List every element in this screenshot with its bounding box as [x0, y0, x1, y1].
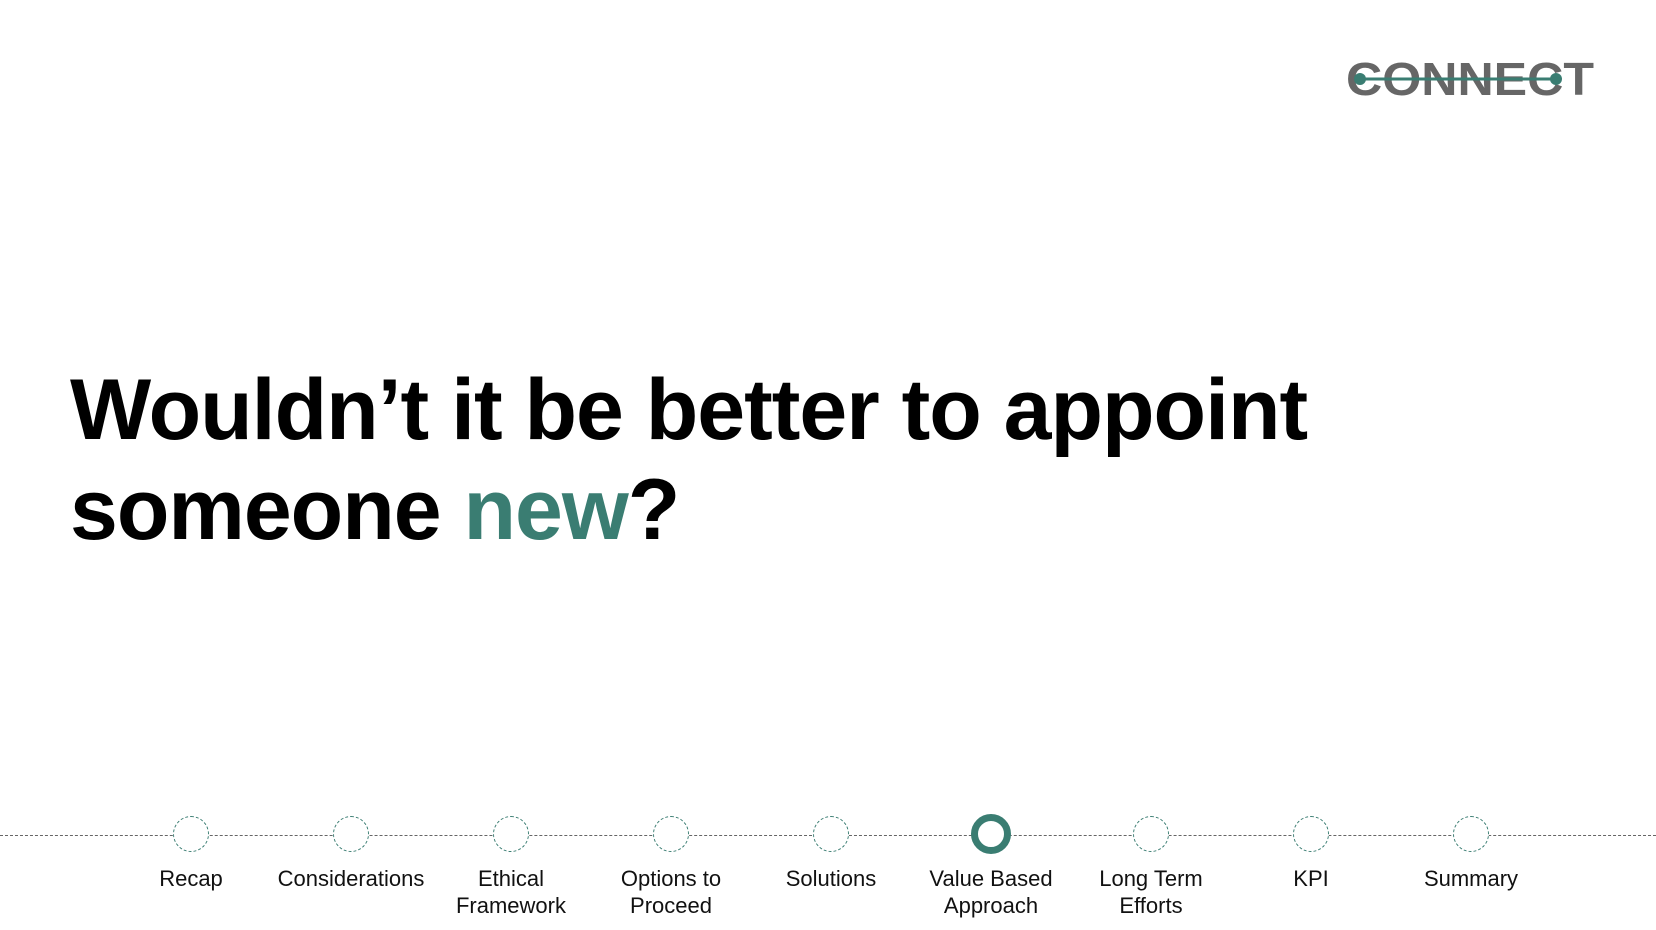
timeline-step-label: Recap	[159, 866, 223, 891]
connect-logo-icon: CONNECT	[1346, 54, 1594, 104]
timeline-dot-icon	[173, 816, 209, 852]
timeline-step-label: Ethical Framework	[455, 866, 566, 918]
timeline-step-label: Summary	[1423, 866, 1519, 891]
timeline-step-considerations[interactable]: Considerations	[271, 816, 431, 892]
timeline-dot-icon	[493, 816, 529, 852]
timeline-step-label: Options to Proceed	[620, 866, 722, 918]
headline-question-mark: ?	[627, 462, 681, 558]
timeline-step-label: Solutions	[785, 866, 877, 891]
timeline-dot-icon	[813, 816, 849, 852]
timeline-step-solutions[interactable]: Solutions	[751, 816, 911, 892]
headline-accent-word: new	[463, 462, 628, 558]
timeline-step-label: Considerations	[277, 866, 425, 891]
timeline-step-summary[interactable]: Summary	[1391, 816, 1551, 892]
timeline-dot-icon	[333, 816, 369, 852]
timeline-step-label: Long Term Efforts	[1099, 866, 1203, 918]
timeline-step-kpi[interactable]: KPI	[1231, 816, 1391, 892]
timeline-step-label: Value Based Approach	[929, 866, 1053, 918]
timeline-dot-icon	[1293, 816, 1329, 852]
timeline-step-recap[interactable]: Recap	[111, 816, 271, 892]
headline-text: Wouldn’t it be better to appoint someone	[70, 362, 1308, 558]
timeline-step-options-to-proceed[interactable]: Options to Proceed	[591, 816, 751, 919]
connect-logo: CONNECT	[1346, 54, 1594, 104]
timeline-step-long-term-efforts[interactable]: Long Term Efforts	[1071, 816, 1231, 919]
headline: Wouldn’t it be better to appoint someone…	[70, 360, 1470, 560]
timeline-step-ethical-framework[interactable]: Ethical Framework	[431, 816, 591, 919]
timeline-dot-icon	[1133, 816, 1169, 852]
timeline-step-label: KPI	[1293, 866, 1329, 891]
timeline-dot-icon	[653, 816, 689, 852]
timeline-dot-icon	[1453, 816, 1489, 852]
timeline-active-dot-icon	[971, 814, 1011, 854]
timeline-step-value-based-approach[interactable]: Value Based Approach	[911, 814, 1071, 919]
